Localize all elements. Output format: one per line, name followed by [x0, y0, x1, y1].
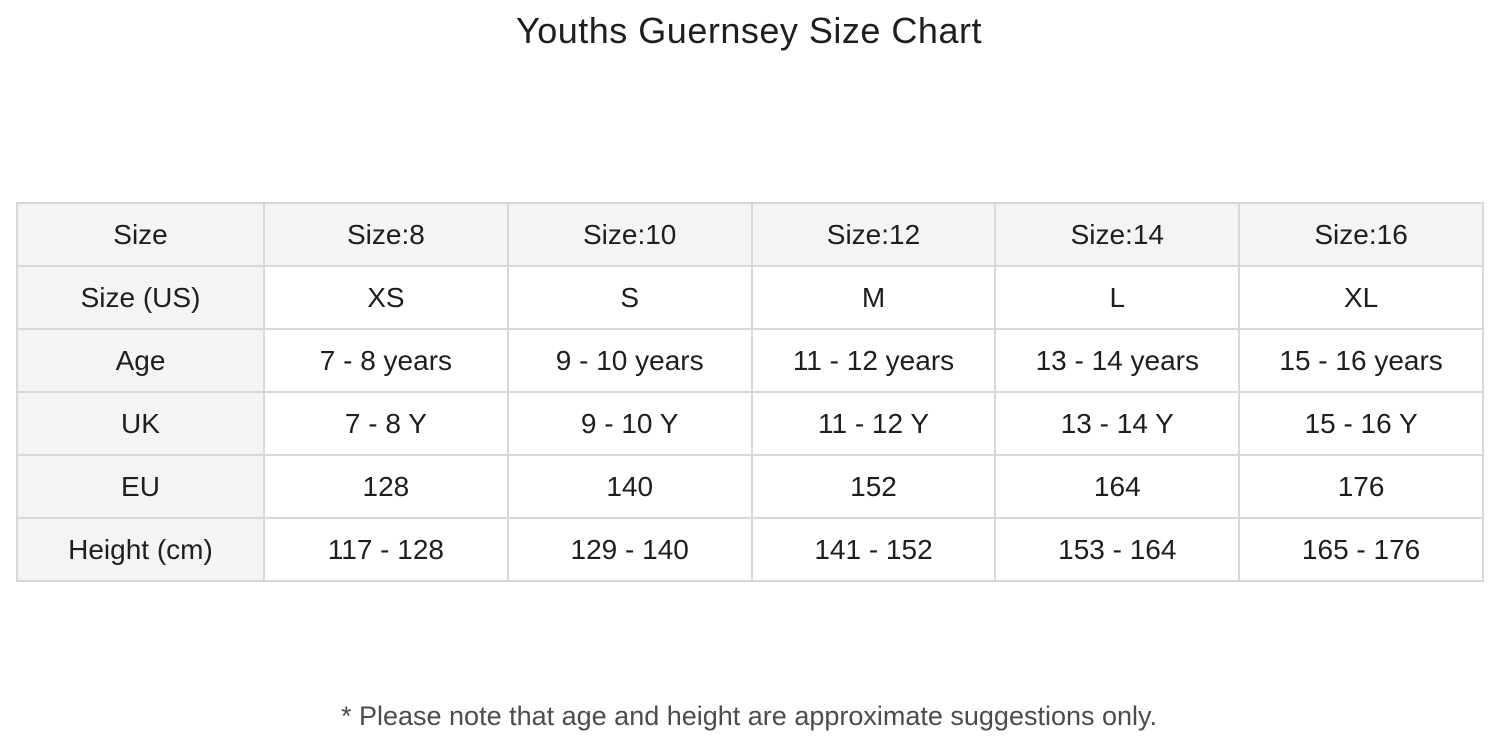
- row-label-uk: UK: [16, 391, 265, 456]
- data-cell: 15 - 16 years: [1238, 328, 1484, 393]
- table-row-eu: EU 128 140 152 164 176: [16, 454, 1484, 519]
- data-cell: S: [506, 265, 753, 330]
- row-label-height-cm: Height (cm): [16, 517, 265, 582]
- column-header-size: Size: [16, 202, 265, 267]
- column-header-size-16: Size:16: [1238, 202, 1484, 267]
- column-header-size-12: Size:12: [750, 202, 997, 267]
- data-cell: 129 - 140: [506, 517, 753, 582]
- row-label-size-us: Size (US): [16, 265, 265, 330]
- data-cell: 7 - 8 years: [263, 328, 509, 393]
- row-label-age: Age: [16, 328, 265, 393]
- data-cell: M: [750, 265, 997, 330]
- data-cell: 13 - 14 years: [994, 328, 1241, 393]
- table-row-height-cm: Height (cm) 117 - 128 129 - 140 141 - 15…: [16, 517, 1484, 582]
- footnote: * Please note that age and height are ap…: [340, 701, 1158, 731]
- data-cell: 9 - 10 years: [506, 328, 753, 393]
- data-cell: 11 - 12 years: [750, 328, 997, 393]
- data-cell: 152: [750, 454, 997, 519]
- column-header-size-10: Size:10: [506, 202, 753, 267]
- data-cell: XS: [263, 265, 509, 330]
- data-cell: L: [994, 265, 1241, 330]
- data-cell: 165 - 176: [1238, 517, 1484, 582]
- column-header-size-14: Size:14: [994, 202, 1241, 267]
- data-cell: 7 - 8 Y: [263, 391, 509, 456]
- data-cell: 9 - 10 Y: [506, 391, 753, 456]
- table-row-uk: UK 7 - 8 Y 9 - 10 Y 11 - 12 Y 13 - 14 Y …: [16, 391, 1484, 456]
- data-cell: 11 - 12 Y: [750, 391, 997, 456]
- table-row-size-us: Size (US) XS S M L XL: [16, 265, 1484, 330]
- data-cell: 153 - 164: [994, 517, 1241, 582]
- data-cell: 15 - 16 Y: [1238, 391, 1484, 456]
- data-cell: 164: [994, 454, 1241, 519]
- data-cell: 141 - 152: [750, 517, 997, 582]
- data-cell: 128: [263, 454, 509, 519]
- data-cell: 13 - 14 Y: [994, 391, 1241, 456]
- data-cell: XL: [1238, 265, 1484, 330]
- size-chart-table: Size Size:8 Size:10 Size:12 Size:14 Size…: [16, 202, 1484, 582]
- data-cell: 140: [506, 454, 753, 519]
- data-cell: 117 - 128: [263, 517, 509, 582]
- row-label-eu: EU: [16, 454, 265, 519]
- column-header-size-8: Size:8: [263, 202, 509, 267]
- page-title: Youths Guernsey Size Chart: [516, 10, 982, 51]
- table-header-row: Size Size:8 Size:10 Size:12 Size:14 Size…: [16, 202, 1484, 267]
- data-cell: 176: [1238, 454, 1484, 519]
- table-row-age: Age 7 - 8 years 9 - 10 years 11 - 12 yea…: [16, 328, 1484, 393]
